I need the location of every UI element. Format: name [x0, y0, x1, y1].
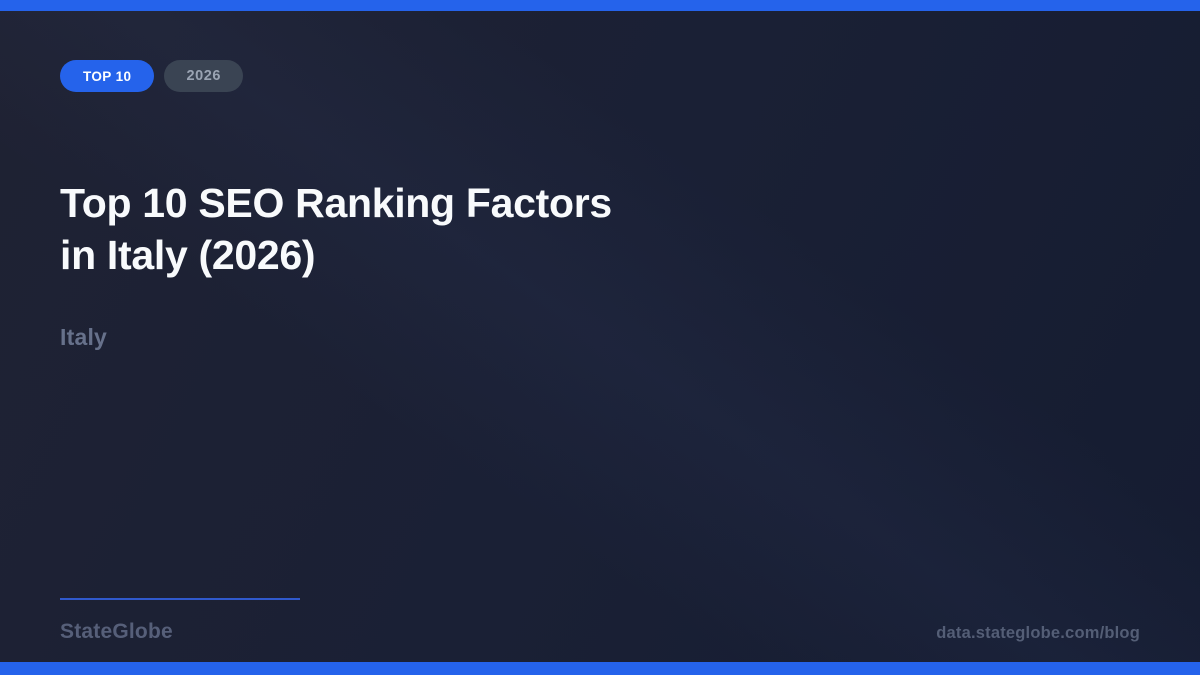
bottom-accent-bar [0, 662, 1200, 675]
badge-row: TOP 10 2026 [60, 60, 244, 92]
footer-divider [60, 598, 300, 600]
subtitle-country: Italy [60, 324, 108, 350]
page-title-line-2: in Italy (2026) [60, 232, 316, 278]
page-title-line-1: Top 10 SEO Ranking Factors [60, 180, 612, 226]
page-title: Top 10 SEO Ranking Factors in Italy (202… [60, 177, 612, 281]
top-accent-bar [0, 0, 1200, 11]
badge-top10: TOP 10 [60, 60, 155, 92]
badge-year: 2026 [164, 60, 244, 92]
brand-name: StateGlobe [60, 620, 173, 643]
footer-url: data.stateglobe.com/blog [936, 624, 1140, 642]
